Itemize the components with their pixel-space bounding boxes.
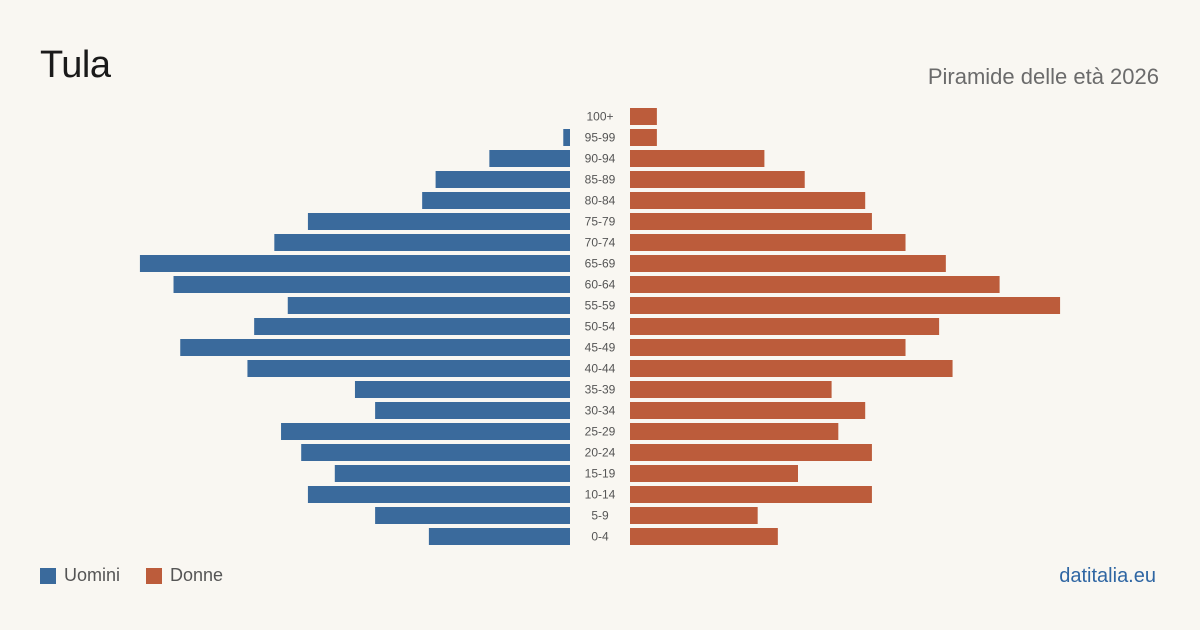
bar-male-75-79 xyxy=(307,213,570,230)
chart-legend: Uomini Donne xyxy=(40,565,249,586)
age-label-45-49: 45-49 xyxy=(585,341,616,355)
bar-female-0-4 xyxy=(630,528,778,545)
age-label-5-9: 5-9 xyxy=(591,509,609,523)
bar-female-50-54 xyxy=(630,318,940,335)
bar-female-25-29 xyxy=(630,423,839,440)
age-label-75-79: 75-79 xyxy=(585,215,616,229)
bar-male-10-14 xyxy=(307,486,570,503)
bar-male-65-69 xyxy=(139,255,571,272)
legend-swatch-female xyxy=(146,567,163,584)
bar-female-10-14 xyxy=(630,486,872,503)
age-label-65-69: 65-69 xyxy=(585,257,616,271)
bar-male-85-89 xyxy=(435,171,570,188)
age-label-40-44: 40-44 xyxy=(585,362,616,376)
age-label-80-84: 80-84 xyxy=(585,194,616,208)
age-label-90-94: 90-94 xyxy=(585,152,616,166)
bar-male-20-24 xyxy=(301,444,570,461)
age-label-55-59: 55-59 xyxy=(585,299,616,313)
bar-male-35-39 xyxy=(354,381,570,398)
legend-label-female: Donne xyxy=(170,565,224,585)
bar-male-90-94 xyxy=(489,150,570,167)
bar-male-55-59 xyxy=(287,297,570,314)
bar-female-40-44 xyxy=(630,360,953,377)
bar-female-85-89 xyxy=(630,171,805,188)
bar-male-5-9 xyxy=(375,507,570,524)
bar-female-45-49 xyxy=(630,339,906,356)
age-label-25-29: 25-29 xyxy=(585,425,616,439)
age-label-0-4: 0-4 xyxy=(591,530,609,544)
bar-female-55-59 xyxy=(630,297,1061,314)
bar-female-70-74 xyxy=(630,234,906,251)
bar-female-60-64 xyxy=(630,276,1000,293)
age-label-35-39: 35-39 xyxy=(585,383,616,397)
bar-female-75-79 xyxy=(630,213,872,230)
chart-subtitle: Piramide delle età 2026 xyxy=(927,64,1159,89)
legend-item-male: Uomini xyxy=(40,565,120,586)
bar-female-65-69 xyxy=(630,255,946,272)
page-title: Tula xyxy=(40,44,111,86)
bar-male-30-34 xyxy=(375,402,570,419)
bar-female-35-39 xyxy=(630,381,832,398)
bar-male-50-54 xyxy=(254,318,570,335)
bar-female-5-9 xyxy=(630,507,758,524)
bar-female-100plus xyxy=(630,108,657,125)
source-link[interactable]: datitalia.eu xyxy=(1059,565,1156,587)
bar-male-70-74 xyxy=(274,234,570,251)
age-label-95-99: 95-99 xyxy=(585,131,616,145)
age-label-50-54: 50-54 xyxy=(585,320,616,334)
age-label-10-14: 10-14 xyxy=(585,488,616,502)
bar-female-95-99 xyxy=(630,129,657,146)
bar-male-45-49 xyxy=(180,339,571,356)
bar-female-80-84 xyxy=(630,192,866,209)
bar-male-95-99 xyxy=(563,129,570,146)
bar-female-30-34 xyxy=(630,402,866,419)
age-label-20-24: 20-24 xyxy=(585,446,616,460)
legend-item-female: Donne xyxy=(146,565,223,586)
age-label-30-34: 30-34 xyxy=(585,404,616,418)
bar-male-80-84 xyxy=(422,192,570,209)
age-label-15-19: 15-19 xyxy=(585,467,616,481)
age-label-85-89: 85-89 xyxy=(585,173,616,187)
age-label-70-74: 70-74 xyxy=(585,236,616,250)
bar-male-15-19 xyxy=(334,465,570,482)
bar-female-90-94 xyxy=(630,150,765,167)
legend-label-male: Uomini xyxy=(64,565,121,585)
bar-male-25-29 xyxy=(281,423,570,440)
legend-swatch-male xyxy=(40,567,56,584)
age-label-100plus: 100+ xyxy=(586,110,613,124)
age-label-60-64: 60-64 xyxy=(585,278,616,292)
bar-male-40-44 xyxy=(247,360,570,377)
bar-male-60-64 xyxy=(173,276,570,293)
bar-male-0-4 xyxy=(428,528,570,545)
bar-female-20-24 xyxy=(630,444,872,461)
bar-female-15-19 xyxy=(630,465,798,482)
